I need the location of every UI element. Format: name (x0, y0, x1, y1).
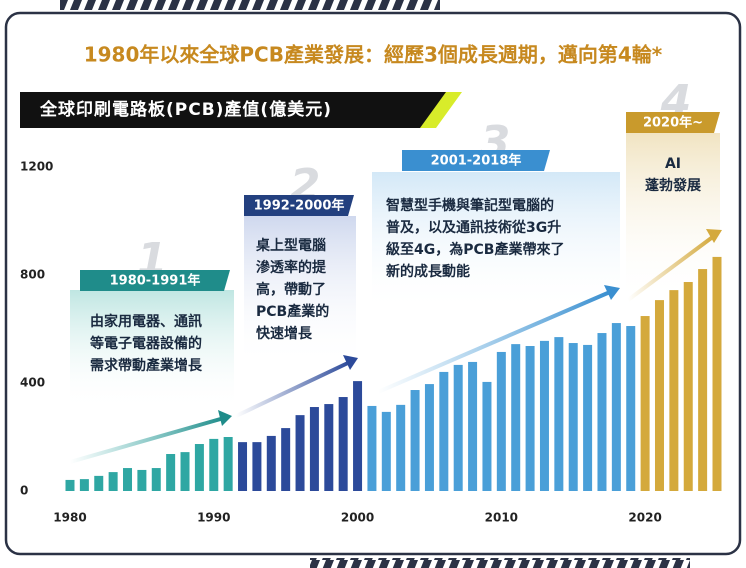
trend-arrow (626, 234, 716, 302)
bar (367, 405, 377, 491)
bar (496, 351, 506, 491)
bar (511, 344, 521, 491)
bar (65, 479, 75, 491)
bar (669, 290, 679, 491)
bar (295, 415, 305, 491)
bar (424, 384, 434, 491)
bar (223, 437, 233, 491)
bar (654, 300, 664, 491)
era-description: 蓬勃發展 (645, 177, 701, 194)
arrow-head (604, 285, 620, 300)
era-description: 普及，以及通訊技術從3G升 (386, 219, 561, 236)
bar (266, 435, 276, 491)
era-description: 等電子電器設備的 (90, 335, 202, 352)
era-header (80, 270, 230, 291)
era-description: PCB產業的 (256, 303, 329, 320)
bar (123, 468, 133, 491)
era-description: 級至4G，為PCB產業帶來了 (386, 241, 564, 258)
era-period: 2001-2018年 (431, 153, 522, 169)
subtitle-bar (20, 92, 446, 128)
x-tick-label: 2020 (628, 511, 661, 525)
trend-arrow (69, 416, 225, 464)
bar (683, 282, 693, 491)
era-description: 智慧型手機與筆記型電腦的 (385, 197, 554, 214)
bar (209, 438, 219, 491)
decor-stripes (310, 558, 690, 568)
x-tick-label: 1990 (197, 511, 230, 525)
era-description: 桌上型電腦 (256, 237, 326, 254)
era-description: 高，帶動了 (256, 281, 326, 298)
x-tick-label: 1980 (53, 511, 86, 525)
era-description: 滲透率的提 (256, 259, 327, 276)
bar (166, 454, 176, 491)
x-tick-label: 2010 (485, 511, 518, 525)
bar (194, 444, 204, 491)
bar (468, 361, 478, 491)
bar (712, 256, 722, 491)
bar (583, 344, 593, 491)
era-header (244, 195, 354, 216)
bar (396, 404, 406, 491)
bar (137, 469, 147, 491)
era-header (626, 112, 720, 133)
era-period: 2020年~ (643, 115, 703, 131)
trend-arrow (235, 360, 351, 418)
bar (568, 343, 578, 491)
bar (381, 411, 391, 491)
era-header (402, 150, 550, 171)
bar (626, 326, 636, 491)
y-tick-label: 0 (20, 484, 28, 498)
era-panel (70, 290, 234, 410)
y-tick-label: 1200 (20, 160, 53, 174)
bar (640, 316, 650, 491)
y-tick-label: 800 (20, 268, 45, 282)
bar (698, 269, 708, 491)
era-description: 由家用電器、通訊 (90, 313, 202, 330)
bar (94, 475, 104, 491)
bar (439, 371, 449, 491)
arrow-head (343, 355, 358, 370)
bar (597, 333, 607, 491)
arrow-head (706, 229, 722, 243)
bar (410, 390, 420, 491)
bar (281, 428, 291, 491)
trend-arrow (377, 290, 611, 394)
era-description: 快速增長 (256, 325, 313, 342)
bar (252, 442, 262, 491)
bar (525, 346, 535, 491)
era-period: 1980-1991年 (110, 273, 201, 289)
era-period: 1992-2000年 (254, 198, 345, 214)
bar (539, 340, 549, 491)
bar (482, 381, 492, 491)
era-description: AI (665, 156, 681, 172)
bar (338, 397, 348, 491)
bar (238, 442, 248, 491)
era-description: 新的成長動能 (386, 263, 470, 280)
y-tick-label: 400 (20, 376, 45, 390)
arrow-head (218, 410, 232, 426)
bar (79, 479, 89, 491)
era-panel (372, 172, 620, 312)
decor-stripes (60, 0, 440, 10)
bar (108, 472, 118, 491)
bar (180, 452, 190, 491)
bar (611, 323, 621, 491)
bar (151, 468, 161, 491)
bar (309, 407, 319, 491)
era-panel (244, 216, 356, 366)
chart-title: 1980年以來全球PCB產業發展：經歷3個成長週期，邁向第4輪* (84, 43, 663, 67)
bar (353, 381, 363, 491)
bar (324, 404, 334, 491)
subtitle: 全球印刷電路板(PCB)產值(億美元) (39, 99, 332, 120)
x-tick-label: 2000 (341, 511, 374, 525)
bar (453, 364, 463, 491)
era-description: 需求帶動產業增長 (90, 357, 203, 374)
bar (554, 337, 564, 491)
